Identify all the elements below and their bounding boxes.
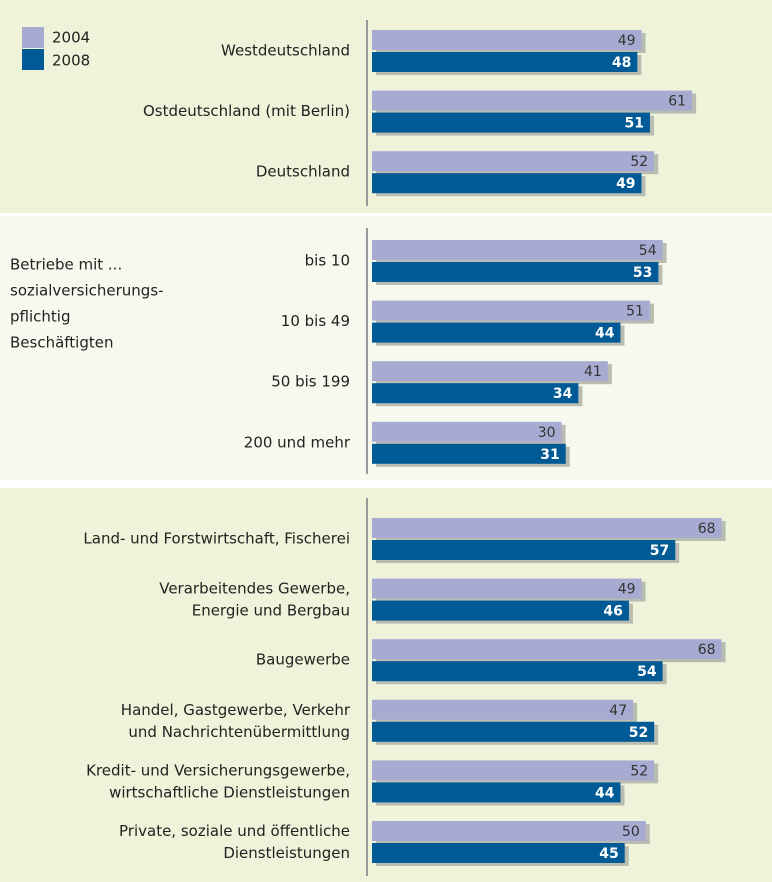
value-label: 52 xyxy=(629,725,648,741)
value-label: 49 xyxy=(618,33,636,49)
bar xyxy=(372,322,621,343)
panel-label: Beschäftigten xyxy=(10,334,113,352)
category-label: 200 und mehr xyxy=(244,433,351,451)
bar xyxy=(372,661,663,682)
category-label: Land- und Forstwirtschaft, Fischerei xyxy=(83,530,350,548)
bar xyxy=(372,518,722,538)
category-label: Verarbeitendes Gewerbe, Energie und Bergb… xyxy=(159,579,350,619)
bar xyxy=(372,30,642,50)
value-label: 49 xyxy=(616,176,635,192)
bar xyxy=(372,112,650,133)
category-label: Baugewerbe xyxy=(256,651,350,669)
panel-label: Betriebe mit ... xyxy=(10,256,122,274)
value-label: 44 xyxy=(595,326,615,342)
bar xyxy=(372,782,621,803)
value-label: 49 xyxy=(618,582,636,598)
value-label: 53 xyxy=(633,265,652,281)
bar xyxy=(372,240,663,260)
bar xyxy=(372,151,655,172)
bar xyxy=(372,262,659,282)
bar xyxy=(372,90,693,111)
bar xyxy=(372,600,629,621)
bar xyxy=(372,578,642,599)
category-label: 50 bis 199 xyxy=(271,373,350,391)
value-label: 31 xyxy=(540,447,559,463)
value-label: 34 xyxy=(553,386,573,402)
value-label: 57 xyxy=(650,543,669,559)
bar xyxy=(372,173,642,194)
category-label: Private, soziale und öffentliche Dienstle… xyxy=(119,822,350,862)
bar xyxy=(372,443,566,464)
value-label: 45 xyxy=(599,846,618,862)
value-label: 48 xyxy=(612,55,631,71)
bar xyxy=(372,760,655,781)
category-label: 10 bis 49 xyxy=(281,312,350,330)
panel-label: sozialversicherungs- xyxy=(10,282,164,300)
value-label: 44 xyxy=(595,785,615,801)
bar xyxy=(372,721,655,742)
bar xyxy=(372,383,579,404)
value-label: 52 xyxy=(630,763,648,779)
bar xyxy=(372,843,625,863)
value-label: 68 xyxy=(698,521,716,537)
bar xyxy=(372,421,562,442)
legend-label: 2004 xyxy=(52,29,90,47)
category-label: Kredit- und Versicherungsgewerbe, wirtsch… xyxy=(86,761,350,801)
category-label: Deutschland xyxy=(256,163,350,181)
category-label: Westdeutschland xyxy=(221,42,350,60)
panel-label: pflichtig xyxy=(10,308,70,326)
value-label: 30 xyxy=(538,425,556,441)
bar xyxy=(372,361,608,382)
value-label: 50 xyxy=(622,824,640,840)
value-label: 51 xyxy=(624,116,643,132)
category-label: Handel, Gastgewerbe, Verkehr und Nachrich… xyxy=(121,700,351,740)
bar xyxy=(372,821,646,841)
category-label: Ostdeutschland (mit Berlin) xyxy=(143,102,350,120)
value-label: 54 xyxy=(637,664,657,680)
bar xyxy=(372,540,676,560)
value-label: 51 xyxy=(626,304,644,320)
bar xyxy=(372,300,650,321)
bar xyxy=(372,52,638,72)
value-label: 54 xyxy=(639,243,657,259)
value-label: 47 xyxy=(609,703,627,719)
legend-label: 2008 xyxy=(52,52,90,70)
value-label: 68 xyxy=(698,642,716,658)
value-label: 46 xyxy=(603,604,622,620)
legend-swatch xyxy=(22,27,44,48)
bar xyxy=(372,639,722,660)
legend-swatch xyxy=(22,49,44,70)
category-label: bis 10 xyxy=(305,252,350,270)
bar xyxy=(372,699,634,720)
value-label: 41 xyxy=(584,364,602,380)
value-label: 52 xyxy=(630,154,648,170)
value-label: 61 xyxy=(668,94,686,110)
